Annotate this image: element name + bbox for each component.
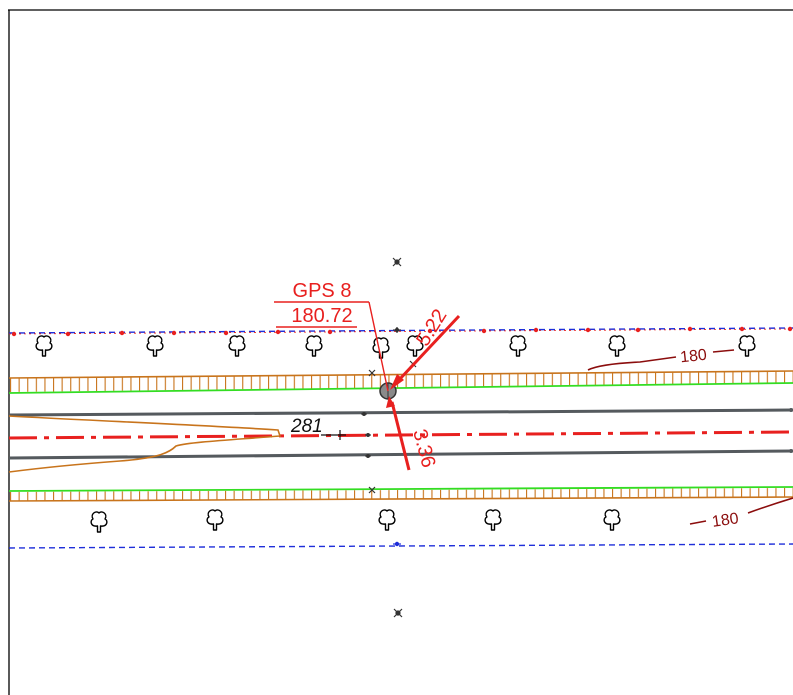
tree-icon <box>378 509 396 531</box>
control-point-icon <box>393 541 401 547</box>
tree-icon <box>603 509 621 531</box>
control-point-icon <box>365 433 371 437</box>
north-fence-line <box>8 328 793 335</box>
north-grass-edge <box>8 382 793 394</box>
control-point-icon <box>392 257 402 267</box>
south-contour-line <box>747 497 793 514</box>
tree-icon <box>35 335 53 357</box>
control-point-icon <box>361 412 367 416</box>
control-points <box>361 257 417 618</box>
tree-icon <box>738 335 756 357</box>
north-tree-row <box>35 335 756 359</box>
chainage-label: 281 <box>290 416 323 437</box>
control-point-icon <box>368 369 376 377</box>
tree-icon <box>146 335 164 357</box>
north-road-edge <box>8 408 793 417</box>
south-dimension-arrow <box>386 396 411 471</box>
gps-label-leader <box>274 301 389 392</box>
tree-icon <box>305 335 323 357</box>
tree-icon <box>608 335 626 357</box>
tree-icon <box>509 335 527 357</box>
control-point-icon <box>393 608 403 618</box>
north-contour-line-right <box>712 349 735 353</box>
gps-point-elevation: 180.72 <box>291 305 352 327</box>
north-contour-label: 180 <box>679 347 707 367</box>
north-slope-top <box>8 370 793 379</box>
north-dimension-arrow <box>390 314 461 390</box>
north-contour-line <box>587 356 677 371</box>
control-point-icon <box>393 327 401 333</box>
south-slope-bottom <box>8 496 793 502</box>
tree-icon <box>484 509 502 531</box>
south-road-edge <box>8 449 793 460</box>
south-grass-edge <box>8 486 793 492</box>
tree-icon <box>228 335 246 357</box>
control-point-icon <box>368 486 376 494</box>
south-boundary-line <box>8 543 793 549</box>
road-taper-outline <box>8 415 282 473</box>
south-tree-row <box>90 509 621 533</box>
fence-posts <box>11 326 793 337</box>
south-contour-line-left <box>689 520 707 525</box>
gps-point-name: GPS 8 <box>293 280 352 302</box>
north-dimension-label: 5.22 <box>412 305 451 350</box>
tree-icon <box>206 509 224 531</box>
tree-icon <box>90 511 108 533</box>
control-point-icon <box>365 454 371 458</box>
south-contour-label: 180 <box>711 510 740 531</box>
